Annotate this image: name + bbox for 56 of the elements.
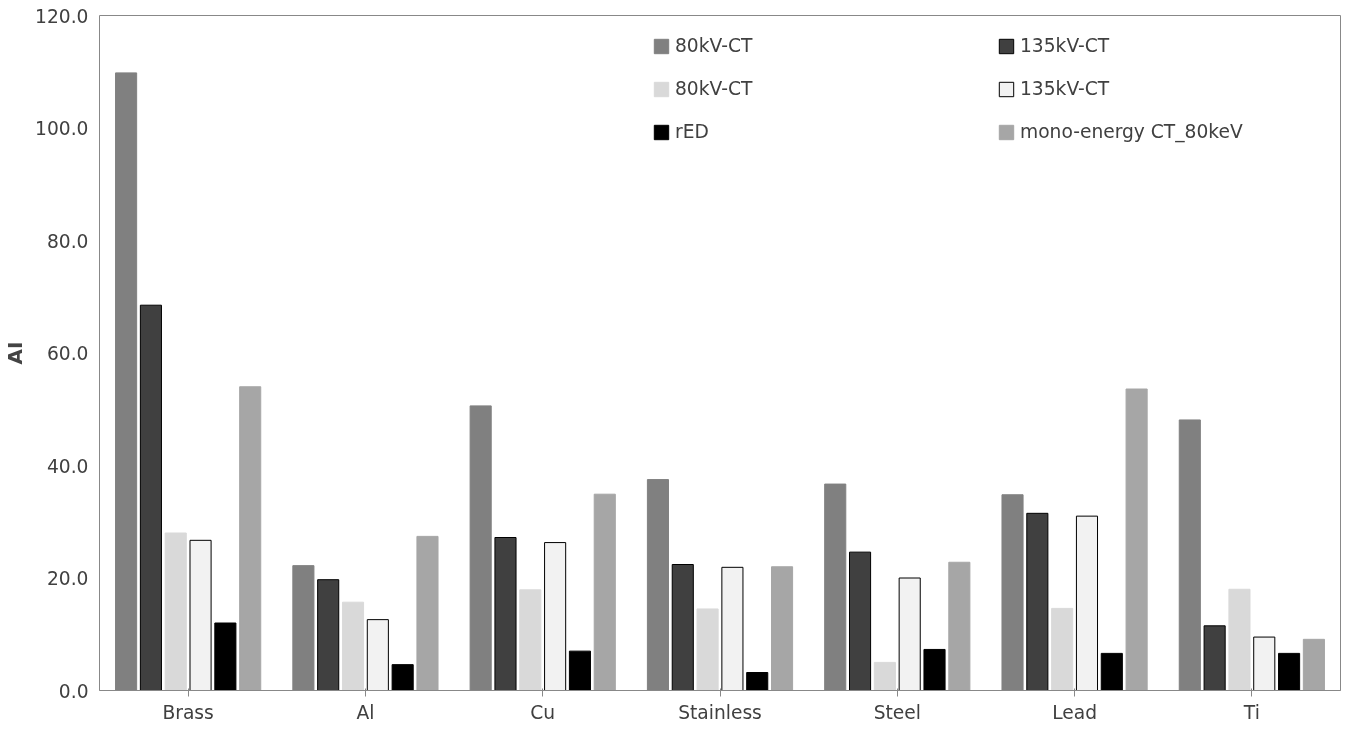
bar bbox=[849, 551, 872, 691]
bar bbox=[898, 577, 921, 691]
x-tick-label: Al bbox=[356, 701, 375, 723]
legend-label: rED bbox=[675, 121, 710, 142]
y-tick-label: 40.0 bbox=[46, 455, 89, 477]
y-tick-label: 60.0 bbox=[46, 343, 89, 364]
bar bbox=[1302, 638, 1325, 691]
x-tick-label: Ti bbox=[1242, 701, 1260, 723]
bar bbox=[1026, 512, 1049, 691]
bar bbox=[139, 304, 162, 691]
bar bbox=[317, 579, 340, 691]
legend-label: mono-energy CT_80keV bbox=[1020, 121, 1244, 142]
legend-label: 80kV-CT bbox=[675, 78, 754, 99]
bar bbox=[671, 564, 694, 691]
bar bbox=[391, 664, 414, 691]
bar bbox=[1203, 625, 1226, 691]
bar bbox=[494, 537, 517, 691]
bar bbox=[721, 566, 744, 691]
bar bbox=[873, 661, 896, 691]
x-tick-label: Brass bbox=[162, 701, 214, 723]
bar bbox=[544, 542, 567, 691]
y-tick-label: 20.0 bbox=[46, 568, 89, 589]
bar bbox=[948, 561, 971, 691]
x-tick-label: Cu bbox=[530, 701, 556, 723]
bar bbox=[1228, 588, 1251, 691]
bar bbox=[214, 622, 237, 691]
y-tick-label: 100.0 bbox=[35, 118, 89, 139]
bar bbox=[416, 535, 439, 691]
x-tick-label: Stainless bbox=[678, 701, 762, 723]
legend-label: 80kV-CT bbox=[675, 35, 754, 56]
x-tick-label: Steel bbox=[873, 701, 921, 723]
bar bbox=[519, 589, 542, 691]
bar bbox=[1125, 388, 1148, 691]
bar bbox=[568, 650, 591, 691]
bar bbox=[593, 493, 616, 691]
y-tick-label: 0.0 bbox=[58, 680, 89, 702]
bar bbox=[746, 672, 769, 691]
bar bbox=[1100, 652, 1123, 691]
bar bbox=[341, 601, 365, 691]
bar bbox=[366, 619, 389, 691]
legend-label: 135kV-CT bbox=[1020, 78, 1111, 99]
bar bbox=[1051, 607, 1074, 691]
bar bbox=[1253, 636, 1276, 691]
bar bbox=[1278, 652, 1301, 691]
y-tick-label: 80.0 bbox=[46, 230, 89, 252]
bar bbox=[923, 648, 946, 691]
bar bbox=[164, 532, 187, 691]
y-tick-label: 120.0 bbox=[35, 5, 89, 27]
bar bbox=[771, 566, 794, 691]
bar bbox=[239, 386, 262, 691]
bar bbox=[1075, 515, 1099, 691]
legend-label: 135kV-CT bbox=[1020, 35, 1111, 56]
x-tick-label: Lead bbox=[1052, 701, 1097, 723]
y-axis-title: AI bbox=[3, 341, 28, 365]
bar bbox=[189, 539, 212, 691]
bar bbox=[696, 608, 719, 691]
